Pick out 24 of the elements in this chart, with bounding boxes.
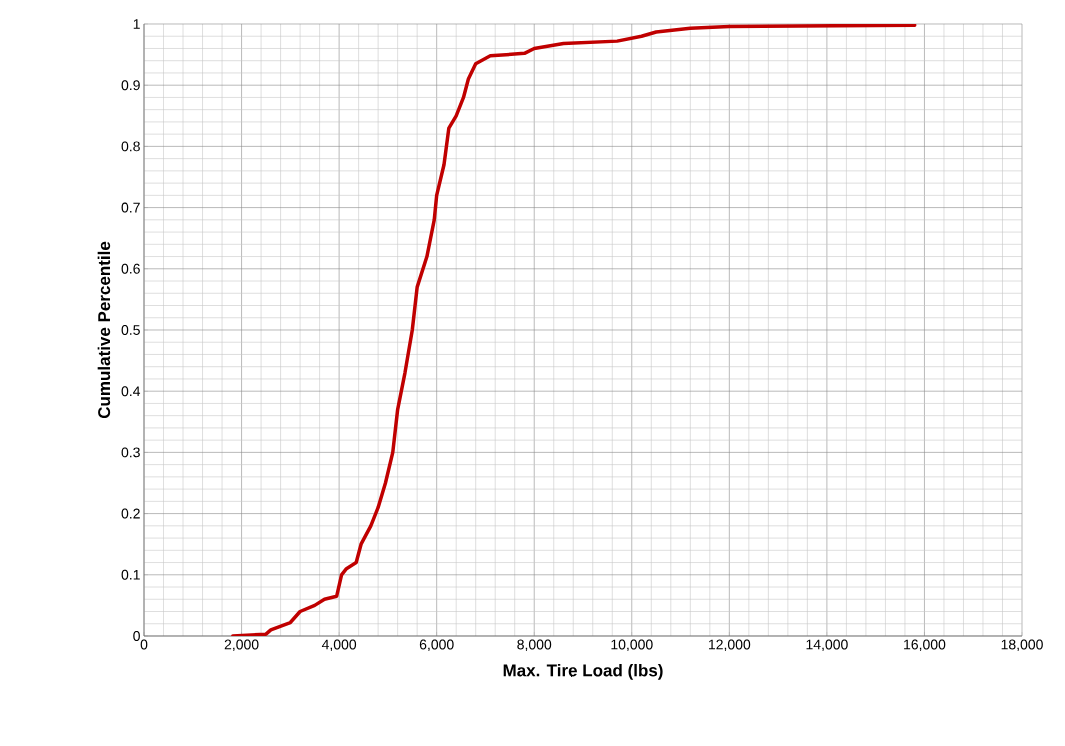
y-tick-label: 0.2 <box>121 508 140 519</box>
y-tick-label: 0.1 <box>121 569 140 580</box>
x-tick-label: 10,000 <box>611 639 653 652</box>
y-axis-title: Cumulative Percentile <box>97 241 111 419</box>
y-tick-label: 0.9 <box>121 80 140 91</box>
line-series <box>231 23 917 636</box>
y-tick-label: 0.8 <box>121 141 140 152</box>
y-tick-label: 0 <box>133 631 140 641</box>
x-tick-label: 12,000 <box>708 639 751 652</box>
x-tick-label: 8,000 <box>517 639 552 652</box>
x-tick-label: 14,000 <box>806 639 848 652</box>
x-tick-label: 16,000 <box>904 639 946 652</box>
y-tick-label: 0.4 <box>121 386 141 397</box>
x-tick-label: 18,000 <box>1001 639 1043 652</box>
x-tick-label: 0 <box>140 639 148 650</box>
y-tick-label: 0.3 <box>121 447 140 458</box>
y-tick-label: 1 <box>133 19 140 29</box>
y-tick-label: 0.5 <box>121 325 140 335</box>
x-tick-label: 4,000 <box>321 639 357 652</box>
x-tick-label: 2,000 <box>224 639 259 652</box>
x-tick-label: 6,000 <box>419 639 454 652</box>
y-tick-label: 0.7 <box>121 202 140 213</box>
y-tick-label: 0.6 <box>121 263 140 274</box>
x-axis-title: Max. Tire Load (lbs) <box>503 663 663 680</box>
